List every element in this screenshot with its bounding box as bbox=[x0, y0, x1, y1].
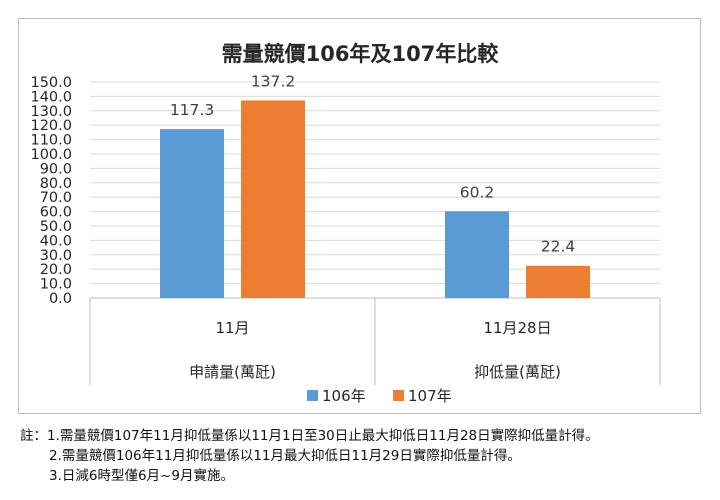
y-tick-label: 60.0 bbox=[40, 205, 72, 221]
y-tick-label: 40.0 bbox=[40, 233, 72, 249]
chart-title: 需量競價106年及107年比較 bbox=[221, 42, 499, 66]
data-label: 22.4 bbox=[541, 238, 576, 256]
footnote-2: 2.需量競價106年11月抑低量係以11月最大抑低日11月29日實際抑低量計得。 bbox=[49, 448, 521, 464]
y-tick-label: 0.0 bbox=[49, 291, 72, 307]
y-tick-label: 140.0 bbox=[30, 89, 72, 105]
footnotes: 註：1.需量競價107年11月抑低量係以11月1日至30日止最大抑低日11月28… bbox=[20, 426, 599, 486]
y-tick-label: 110.0 bbox=[30, 133, 72, 149]
chart-frame bbox=[18, 18, 701, 414]
y-tick-label: 100.0 bbox=[30, 147, 72, 163]
y-tick-label: 130.0 bbox=[30, 104, 72, 120]
group-label: 申請量(萬瓩) bbox=[189, 363, 276, 381]
legend-entry: 106年 bbox=[322, 387, 366, 405]
y-tick-label: 90.0 bbox=[40, 161, 72, 177]
y-tick-label: 10.0 bbox=[40, 277, 72, 293]
y-tick-label: 150.0 bbox=[30, 75, 72, 91]
category-label: 11月 bbox=[215, 319, 249, 337]
bar-107年-11月28日 bbox=[526, 265, 590, 298]
y-tick-label: 80.0 bbox=[40, 176, 72, 192]
legend-entry: 107年 bbox=[408, 387, 452, 405]
legend-swatch bbox=[307, 390, 318, 401]
footnote-3: 3.日減6時型僅6月~9月實施。 bbox=[49, 468, 234, 484]
footnote-1: 註：1.需量競價107年11月抑低量係以11月1日至30日止最大抑低日11月28… bbox=[20, 428, 599, 444]
data-label: 60.2 bbox=[460, 183, 495, 201]
category-label: 11月28日 bbox=[483, 319, 551, 337]
bar-106年-11月28日 bbox=[445, 211, 509, 298]
y-tick-label: 50.0 bbox=[40, 219, 72, 235]
group-label: 抑低量(萬瓩) bbox=[474, 363, 561, 381]
y-tick-label: 30.0 bbox=[40, 248, 72, 264]
data-label: 137.2 bbox=[251, 72, 295, 90]
y-tick-label: 120.0 bbox=[30, 118, 72, 134]
legend-swatch bbox=[393, 390, 404, 401]
data-label: 117.3 bbox=[170, 101, 214, 119]
y-tick-label: 70.0 bbox=[40, 190, 72, 206]
y-tick-label: 20.0 bbox=[40, 262, 72, 278]
bar-106年-11月 bbox=[160, 129, 224, 298]
bar-107年-11月 bbox=[241, 100, 305, 298]
